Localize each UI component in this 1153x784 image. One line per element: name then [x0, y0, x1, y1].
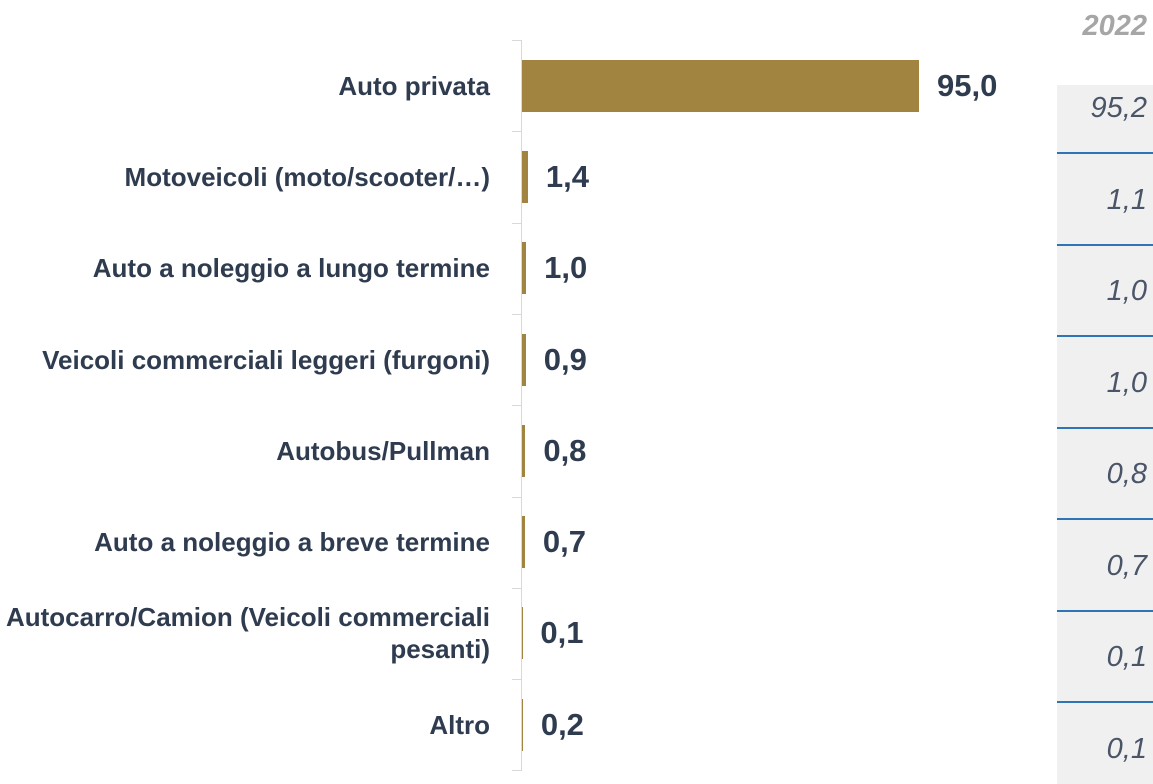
- axis-tick: [512, 679, 522, 681]
- value-label: 1,4: [545, 158, 589, 194]
- category-label: Altro: [429, 709, 490, 740]
- axis-tick: [512, 496, 522, 498]
- category-label: Auto a noleggio a breve termine: [94, 527, 490, 558]
- axis-tick: [512, 222, 522, 224]
- comparison-header: 2022: [1082, 10, 1147, 42]
- category-label: Veicoli commerciali leggeri (furgoni): [42, 344, 490, 375]
- comparison-value: 0,8: [1106, 458, 1147, 490]
- bar: [522, 698, 523, 751]
- comparison-value: 0,1: [1106, 732, 1147, 765]
- bar: [522, 333, 526, 386]
- category-label: Motoveicoli (moto/scooter/…): [124, 161, 490, 192]
- bar: [522, 516, 525, 569]
- axis-tick: [512, 313, 522, 315]
- separator: [1057, 152, 1153, 154]
- value-label: 0,9: [543, 341, 587, 377]
- comparison-value: 1,1: [1106, 183, 1147, 216]
- comparison-value: 0,1: [1106, 641, 1147, 673]
- separator: [1057, 518, 1153, 520]
- value-label: 0,2: [540, 706, 584, 742]
- axis-tick: [512, 40, 522, 41]
- bar: [522, 424, 526, 477]
- axis-tick: [512, 131, 522, 133]
- value-label: 1,0: [544, 250, 588, 286]
- comparison-value: 1,0: [1106, 366, 1147, 399]
- value-label: 95,0: [937, 67, 998, 103]
- separator: [1057, 609, 1153, 612]
- comparison-value: 95,2: [1090, 92, 1147, 124]
- axis-tick: [512, 587, 522, 589]
- bar: [522, 150, 528, 203]
- bar: [522, 242, 527, 295]
- value-label: 0,1: [540, 615, 584, 651]
- value-label: 0,7: [542, 524, 587, 560]
- axis-line: [521, 40, 522, 770]
- separator: [1057, 335, 1153, 337]
- comparison-value: 0,7: [1106, 549, 1147, 582]
- category-label: Auto a noleggio a lungo termine: [92, 253, 490, 284]
- axis-tick: [512, 770, 522, 772]
- category-label: Autocarro/Camion (Veicoli commerciali pe…: [5, 602, 490, 665]
- bar: [522, 59, 919, 112]
- separator: [1057, 243, 1153, 246]
- value-label: 0,8: [543, 432, 587, 468]
- category-label: Autobus/Pullman: [276, 435, 490, 466]
- separator: [1057, 701, 1153, 703]
- comparison-value: 1,0: [1106, 275, 1147, 307]
- comparison-panel: [1057, 85, 1153, 784]
- separator: [1057, 426, 1153, 429]
- axis-tick: [512, 405, 522, 407]
- category-label: Auto privata: [338, 70, 490, 101]
